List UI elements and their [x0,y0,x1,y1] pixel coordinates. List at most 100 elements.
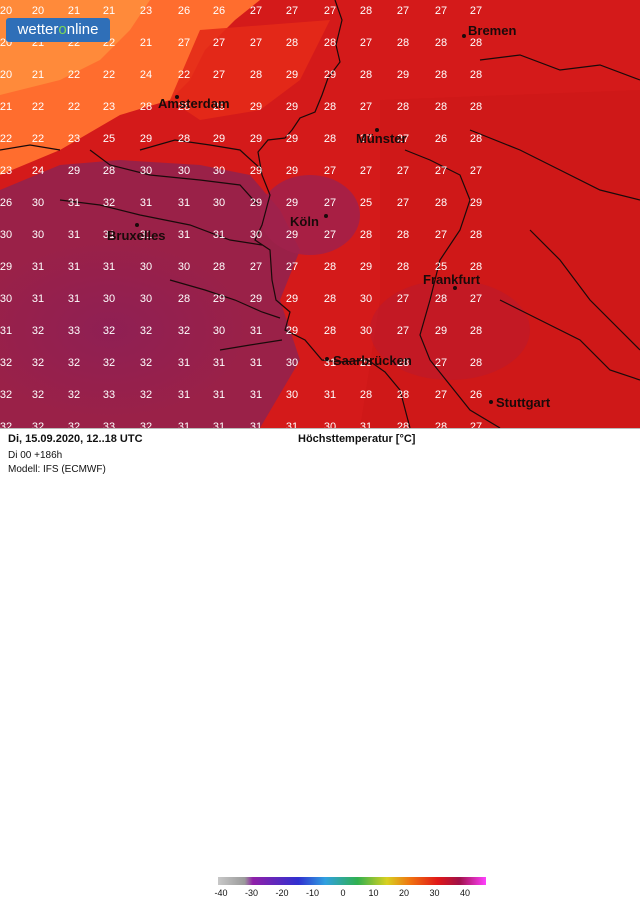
temperature-value: 28 [469,325,483,337]
map-background [0,0,640,428]
logo-text-pre: wetter [17,21,59,38]
temperature-value: 28 [102,165,116,177]
scale-tick-label: -20 [275,888,289,898]
temperature-value: 28 [249,69,263,81]
temperature-value: 28 [323,37,337,49]
temperature-value: 31 [177,389,191,401]
scale-tick-label: -30 [244,888,258,898]
temperature-value: 30 [0,229,13,241]
temperature-value: 28 [359,229,373,241]
temperature-value: 32 [102,325,116,337]
city-label[interactable]: Stuttgart [496,395,551,410]
temperature-value: 31 [139,197,153,209]
city-label[interactable]: Saarbrücken [333,353,412,368]
city-label[interactable]: Münster [356,131,407,146]
temperature-value: 28 [359,5,373,17]
temperature-value: 28 [396,261,410,273]
temperature-value: 25 [102,133,116,145]
temperature-value: 26 [434,133,448,145]
city-label[interactable]: Amsterdam [158,96,230,111]
temperature-value: 31 [212,357,226,369]
temperature-value: 29 [249,101,263,113]
temperature-value: 28 [396,37,410,49]
city-label[interactable]: Köln [290,214,319,229]
wetteronline-logo[interactable]: wetteronline [6,18,110,42]
temperature-value: 26 [212,5,226,17]
temperature-value: 30 [31,229,45,241]
temperature-value: 32 [67,421,81,428]
temperature-map[interactable]: 20 20 21 21 23 26 26 27 27 27 28 27 27 27 20 21 22 22 21 27… [0,0,640,428]
temperature-value: 28 [177,101,191,113]
temperature-value: 28 [469,357,483,369]
temperature-value: 30 [31,197,45,209]
temperature-value: 29 [396,69,410,81]
map-footer: Di, 15.09.2020, 12..18 UTC Di 00 +186h M… [0,428,640,898]
city-marker [489,400,493,404]
temperature-value: 31 [31,261,45,273]
temperature-value: 21 [67,5,81,17]
city-label[interactable]: Bremen [468,23,517,38]
temperature-value: 28 [323,261,337,273]
temperature-value: 30 [102,293,116,305]
temperature-value: 32 [177,325,191,337]
temperature-value: 28 [323,293,337,305]
temperature-value: 27 [434,357,448,369]
temperature-value: 31 [102,229,116,241]
temperature-value: 29 [285,133,299,145]
temperature-value: 30 [285,389,299,401]
temperature-value: 27 [396,325,410,337]
temperature-value: 28 [469,133,483,145]
temperature-value: 22 [31,101,45,113]
temperature-value: 29 [359,261,373,273]
temperature-value: 23 [0,165,13,177]
temperature-value: 27 [359,133,373,145]
temperature-value: 27 [396,5,410,17]
city-label[interactable]: Frankfurt [423,272,481,287]
temperature-value: 29 [249,165,263,177]
temperature-value: 29 [285,165,299,177]
temperature-value: 28 [469,37,483,49]
logo-text-post: nline [66,21,99,38]
temperature-value: 32 [31,421,45,428]
temperature-value: 30 [212,165,226,177]
temperature-value: 32 [102,357,116,369]
temperature-value: 31 [212,389,226,401]
temperature-value: 22 [102,69,116,81]
temperature-value: 30 [139,165,153,177]
temperature-value: 30 [139,293,153,305]
temperature-value: 32 [139,389,153,401]
temperature-value: 28 [212,261,226,273]
temperature-value: 25 [434,261,448,273]
temperature-value: 28 [396,421,410,428]
temperature-value: 32 [139,357,153,369]
temperature-value: 29 [469,197,483,209]
temperature-value: 28 [469,229,483,241]
temperature-value: 27 [434,165,448,177]
temperature-value: 27 [434,229,448,241]
temperature-value: 31 [177,421,191,428]
temperature-value: 29 [434,325,448,337]
temperature-value: 27 [249,261,263,273]
temperature-value: 28 [434,421,448,428]
temperature-value: 32 [0,389,13,401]
temperature-value: 30 [249,229,263,241]
temperature-value: 24 [139,69,153,81]
temperature-value: 22 [177,69,191,81]
temperature-value: 28 [177,133,191,145]
city-label[interactable]: Bruxelles [107,228,166,243]
temperature-value: 32 [31,389,45,401]
temperature-value: 23 [67,133,81,145]
temperature-value: 31 [249,421,263,428]
temperature-value: 30 [177,165,191,177]
temperature-value: 29 [67,165,81,177]
forecast-run: Di 00 +186h [8,450,63,461]
temperature-value: 29 [249,133,263,145]
temperature-value: 28 [434,197,448,209]
temperature-value: 32 [0,357,13,369]
scale-tick-label: -40 [214,888,228,898]
temperature-value: 28 [396,229,410,241]
temperature-value: 33 [102,421,116,428]
temperature-value: 23 [139,5,153,17]
temperature-value: 27 [396,197,410,209]
temperature-value: 27 [359,101,373,113]
